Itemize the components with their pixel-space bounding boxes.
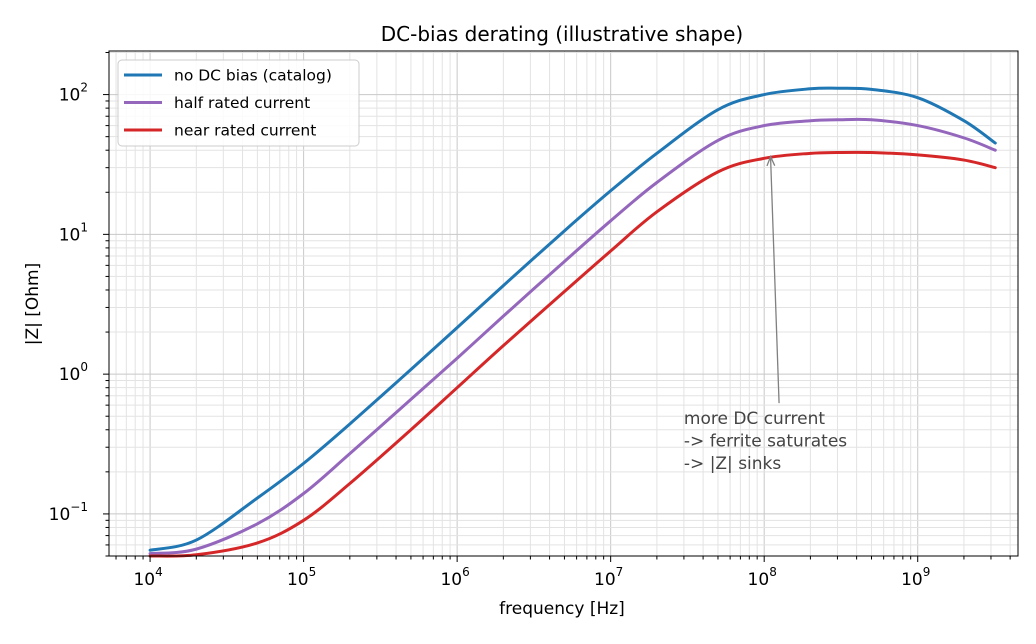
x-tick-label: 106 — [440, 565, 469, 590]
annotation-arrowhead — [766, 154, 776, 167]
y-axis-label: |Z| [Ohm] — [23, 263, 43, 346]
annotation-arrow — [769, 156, 780, 404]
legend-label: no DC bias (catalog) — [174, 67, 332, 85]
series-line-1 — [148, 86, 997, 552]
legend-label: near rated current — [174, 122, 316, 140]
annotation-text-line: -> |Z| sinks — [684, 454, 781, 474]
series-line-3 — [148, 150, 997, 558]
legend: no DC bias (catalog) half rated current ne… — [117, 59, 360, 147]
series-line-2 — [148, 117, 997, 556]
annotation: more DC current -> ferrite saturates-> |Z… — [684, 154, 847, 474]
annotation-text-line: -> ferrite saturates — [684, 432, 847, 452]
plot-frame — [108, 50, 1019, 557]
x-axis-label: frequency [Hz] — [499, 599, 625, 619]
annotation-text-line: more DC current — [684, 409, 825, 429]
chart-title: DC-bias derating (illustrative shape) — [381, 22, 743, 46]
legend-label: half rated current — [174, 94, 310, 112]
legend-box — [117, 59, 360, 147]
series-lines — [148, 86, 997, 558]
